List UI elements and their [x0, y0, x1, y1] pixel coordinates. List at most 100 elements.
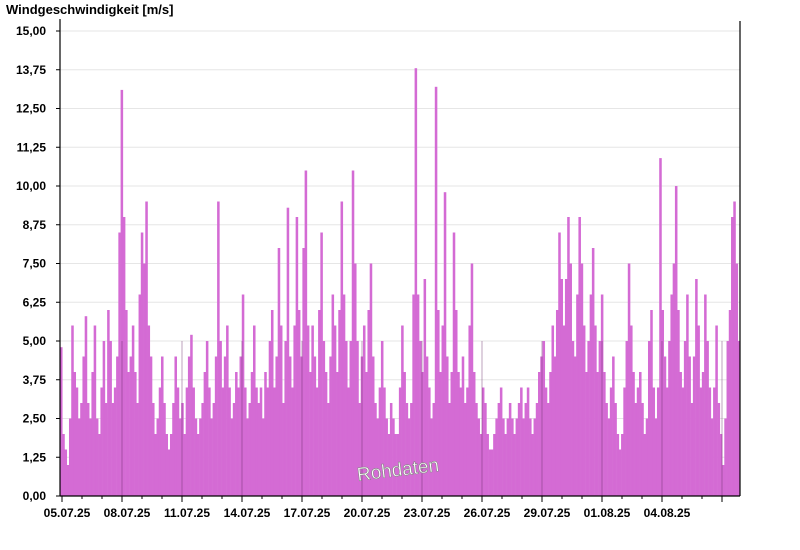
- bar: [239, 356, 243, 496]
- bar: [495, 418, 498, 496]
- bar: [347, 387, 350, 496]
- bar: [672, 263, 676, 496]
- bar: [86, 403, 90, 496]
- bar: [470, 263, 474, 496]
- bar: [407, 418, 411, 496]
- bar: [513, 434, 516, 496]
- y-tick-label: 7,50: [23, 257, 47, 271]
- bar: [457, 372, 460, 496]
- bar: [674, 186, 678, 496]
- bar: [520, 387, 523, 496]
- bar: [304, 170, 308, 496]
- bar: [187, 356, 191, 496]
- bar: [717, 403, 721, 496]
- bar: [448, 403, 451, 496]
- bar: [113, 387, 117, 496]
- bar: [515, 418, 519, 496]
- bar: [439, 372, 442, 496]
- bar: [64, 449, 68, 496]
- bar: [614, 403, 617, 496]
- bar: [477, 418, 480, 496]
- bar: [459, 387, 463, 496]
- y-tick-label: 1,25: [23, 450, 47, 464]
- bar: [104, 403, 108, 496]
- bar: [450, 372, 454, 496]
- bar: [728, 310, 732, 496]
- bar: [731, 217, 734, 496]
- bar: [71, 325, 74, 496]
- bar: [120, 89, 124, 497]
- bar: [116, 356, 119, 496]
- bar: [75, 387, 79, 496]
- bar: [167, 449, 171, 496]
- bar: [434, 86, 438, 497]
- y-tick-label: 12,50: [16, 102, 46, 116]
- bar: [643, 434, 647, 496]
- bar: [564, 279, 568, 496]
- bar: [327, 403, 330, 496]
- bar: [652, 387, 656, 496]
- y-tick-labels: 0,00 1,25 2,50 3,75 5,00 6,25 7,50 8,75 10,00 11,…: [16, 24, 60, 503]
- x-tick-label: 20.07.25: [344, 506, 391, 520]
- bar: [288, 356, 292, 496]
- bar: [160, 356, 164, 496]
- bar: [405, 403, 409, 496]
- bar: [573, 356, 577, 496]
- bar: [295, 217, 299, 496]
- bar: [385, 418, 388, 496]
- bar: [688, 356, 691, 496]
- bar: [389, 403, 393, 496]
- bar: [353, 263, 357, 496]
- chart-title: Windgeschwindigkeit [m/s]: [6, 2, 174, 17]
- bar: [623, 387, 626, 496]
- bar: [95, 418, 99, 496]
- bar: [486, 434, 489, 496]
- bar: [419, 341, 422, 496]
- bar: [517, 403, 521, 496]
- x-tick-label: 26.07.25: [464, 506, 511, 520]
- bar: [414, 68, 418, 496]
- bar: [713, 387, 716, 496]
- bar: [625, 341, 629, 496]
- y-tick-label: 0,00: [23, 489, 47, 503]
- bar: [277, 248, 281, 496]
- y-tick-label: 5,00: [23, 334, 47, 348]
- bar: [475, 403, 478, 496]
- bar: [432, 403, 436, 496]
- bar: [291, 387, 294, 496]
- bar: [284, 341, 287, 496]
- bar: [336, 372, 339, 496]
- bar: [497, 403, 501, 496]
- bar: [596, 372, 599, 496]
- bar: [398, 387, 402, 496]
- bar: [349, 341, 353, 496]
- bar: [733, 201, 736, 496]
- bar: [244, 387, 247, 496]
- bar: [535, 403, 539, 496]
- bar: [282, 403, 285, 496]
- bar: [194, 418, 198, 496]
- bar: [371, 356, 375, 496]
- bar: [481, 387, 485, 496]
- bar: [140, 232, 144, 496]
- bar: [663, 356, 667, 496]
- bar: [362, 325, 366, 496]
- bar: [62, 434, 65, 496]
- bar: [410, 403, 413, 496]
- bar: [315, 387, 319, 496]
- bar: [275, 356, 278, 496]
- bar: [603, 372, 606, 496]
- bar: [668, 341, 671, 496]
- bar: [531, 434, 534, 496]
- bar: [551, 325, 555, 496]
- bar: [484, 403, 487, 496]
- bar: [223, 356, 227, 496]
- bar: [558, 232, 561, 496]
- bar: [378, 387, 382, 496]
- bar: [156, 418, 160, 496]
- day-separator-lines: [121, 341, 723, 496]
- bar: [677, 310, 680, 496]
- bar: [540, 356, 543, 496]
- bar: [726, 341, 730, 496]
- bar: [302, 248, 305, 496]
